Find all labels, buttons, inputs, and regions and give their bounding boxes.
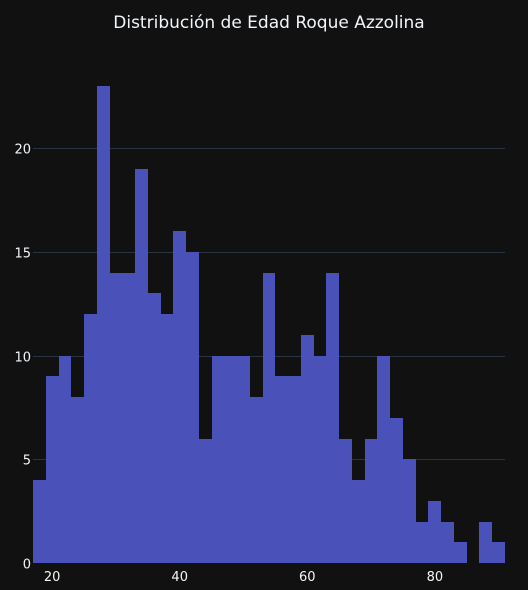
histogram-bar xyxy=(212,356,224,563)
histogram-bar xyxy=(97,86,110,563)
histogram-bar xyxy=(122,273,135,563)
histogram-bar xyxy=(288,376,301,563)
histogram-bar xyxy=(199,439,212,563)
histogram-bar xyxy=(301,335,314,563)
histogram-bar xyxy=(250,397,263,563)
histogram-bar xyxy=(135,169,148,563)
histogram-bar xyxy=(365,439,377,563)
y-tick-label: 10 xyxy=(14,351,31,366)
histogram-bar xyxy=(237,356,250,563)
histogram-bar xyxy=(148,293,161,563)
histogram-bar xyxy=(46,376,59,563)
histogram-bar xyxy=(492,542,505,563)
histogram-bar xyxy=(479,522,492,563)
x-tick-label: 40 xyxy=(171,570,188,585)
histogram-bar xyxy=(326,273,339,563)
histogram-bar xyxy=(428,501,441,563)
y-tick-label: 20 xyxy=(14,143,31,158)
x-tick-label: 80 xyxy=(427,570,444,585)
histogram-bar xyxy=(173,231,186,563)
histogram-bar xyxy=(441,522,454,563)
histogram-bar xyxy=(275,376,288,563)
y-axis-ticks: 0 5 10 15 20 xyxy=(14,143,31,573)
histogram-bar xyxy=(416,522,428,563)
x-axis-ticks: 20 40 60 80 xyxy=(44,570,443,585)
histogram-bar xyxy=(390,418,403,563)
chart-title: Distribución de Edad Roque Azzolina xyxy=(113,13,424,33)
histogram-bar xyxy=(339,439,352,563)
histogram-bar xyxy=(161,314,173,563)
histogram-bar xyxy=(59,356,71,563)
y-tick-label: 15 xyxy=(14,247,31,262)
x-tick-label: 20 xyxy=(44,570,61,585)
histogram-bar xyxy=(454,542,467,563)
x-tick-label: 60 xyxy=(299,570,316,585)
histogram-bar xyxy=(263,273,275,563)
histogram-bar xyxy=(314,356,326,563)
bars xyxy=(33,86,505,563)
histogram-bar xyxy=(403,459,416,563)
histogram-bar xyxy=(224,356,237,563)
histogram-bar xyxy=(84,314,97,563)
histogram-bar xyxy=(352,480,365,563)
y-tick-label: 0 xyxy=(23,558,31,573)
histogram-bar xyxy=(186,252,199,563)
histogram-bar xyxy=(33,480,46,563)
histogram-bar xyxy=(110,273,122,563)
histogram-bar xyxy=(377,356,390,563)
y-tick-label: 5 xyxy=(23,454,31,469)
histogram-bar xyxy=(71,397,84,563)
